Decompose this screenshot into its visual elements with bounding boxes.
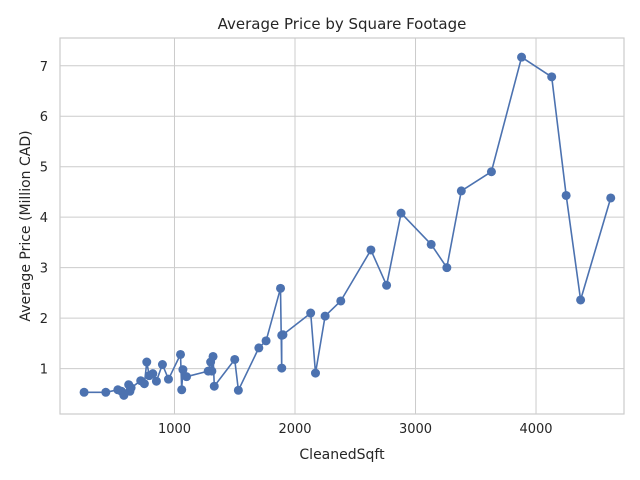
data-point [261, 336, 271, 346]
plot-frame [59, 37, 625, 415]
data-point [126, 383, 136, 393]
data-point [157, 360, 167, 370]
x-axis-label: CleanedSqft [299, 447, 385, 463]
data-point [148, 369, 158, 379]
y-tick-label-3: 4 [40, 211, 48, 226]
data-point [517, 52, 527, 62]
chart-title: Average Price by Square Footage [218, 15, 467, 33]
data-point [163, 374, 173, 384]
data-point [151, 376, 161, 386]
y-tick-labels: 1 2 3 4 5 6 7 [40, 60, 48, 378]
data-point [306, 308, 316, 318]
y-tick-label-4: 5 [40, 161, 48, 176]
data-point [547, 72, 557, 82]
x-tick-label-0: 1000 [158, 422, 191, 437]
data-point [233, 385, 243, 395]
data-point [561, 190, 571, 200]
y-axis-label: Average Price (Million CAD) [18, 130, 34, 321]
y-tick-label-5: 6 [40, 110, 48, 125]
data-point [382, 280, 392, 290]
data-point [142, 357, 152, 367]
x-tick-label-3: 4000 [519, 422, 552, 437]
y-tick-label-0: 1 [40, 363, 48, 378]
series-points-group [79, 52, 616, 400]
data-point [606, 193, 616, 203]
data-point [442, 263, 452, 273]
data-point [207, 366, 217, 376]
data-point [139, 379, 149, 389]
data-point [276, 283, 286, 293]
data-point [230, 354, 240, 364]
y-tick-label-2: 3 [40, 262, 48, 277]
data-point [366, 245, 376, 255]
data-point [209, 381, 219, 391]
series-line-0 [84, 56, 612, 397]
x-tick-label-1: 2000 [278, 422, 311, 437]
data-point [456, 186, 466, 196]
y-tick-label-6: 7 [40, 60, 48, 75]
data-point [178, 365, 188, 375]
data-point [177, 385, 187, 395]
data-point [176, 349, 186, 359]
series-line-group [84, 56, 612, 397]
x-gridlines [173, 38, 537, 414]
data-point [486, 167, 496, 177]
data-point [310, 368, 320, 378]
x-tick-labels: 1000 2000 3000 4000 [158, 422, 553, 437]
data-point [254, 343, 264, 353]
data-point [576, 295, 586, 305]
data-point [79, 387, 89, 397]
y-tick-label-1: 2 [40, 312, 48, 327]
x-tick-label-2: 3000 [399, 422, 432, 437]
data-point [182, 372, 192, 382]
data-point [278, 330, 288, 340]
data-point [101, 387, 111, 397]
data-point [320, 311, 330, 321]
data-point [277, 363, 287, 373]
data-point [336, 296, 346, 306]
data-point [208, 351, 218, 361]
data-point [426, 239, 436, 249]
y-gridlines [60, 65, 624, 370]
data-point [396, 208, 406, 218]
